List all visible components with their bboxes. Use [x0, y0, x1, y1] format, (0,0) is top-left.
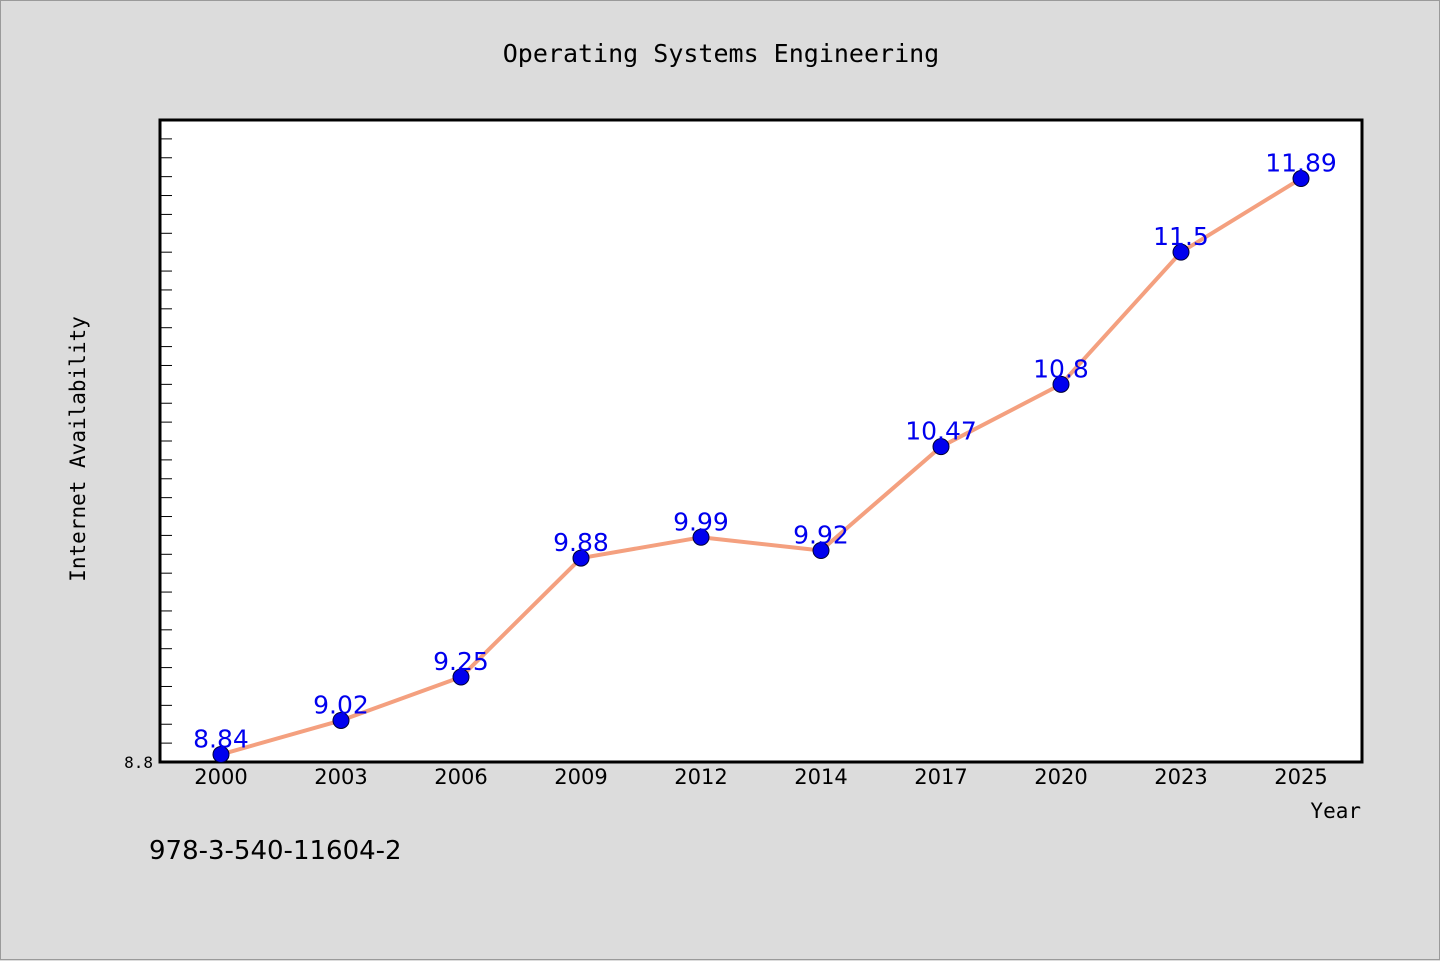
- data-point: [332, 711, 350, 729]
- x-tick-label: 2000: [194, 765, 247, 789]
- plot-area: [158, 118, 1364, 764]
- data-point: [452, 668, 470, 686]
- data-point: [932, 438, 950, 456]
- x-axis-tick-labels: 2000 2003 2006 2009 2012 2014 2017 2020 2023 2025: [194, 765, 1327, 789]
- y-axis-ticks: [160, 138, 172, 744]
- data-label: 11.89: [1265, 149, 1337, 178]
- isbn-footnote: 978-3-540-11604-2: [149, 836, 402, 866]
- data-label: 10.47: [905, 417, 977, 446]
- data-point: [572, 549, 590, 567]
- x-tick-label: 2006: [434, 765, 487, 789]
- chart-title: Operating Systems Engineering: [503, 39, 940, 68]
- data-point: [1292, 170, 1310, 188]
- x-tick-label: 2009: [554, 765, 607, 789]
- markers-group: [212, 170, 1310, 763]
- x-tick-label: 2025: [1274, 765, 1327, 789]
- data-point: [812, 542, 830, 560]
- data-label: 9.02: [313, 690, 369, 719]
- data-label: 10.8: [1033, 354, 1089, 383]
- x-tick-label: 2012: [674, 765, 727, 789]
- series-line: [219, 176, 1303, 757]
- x-tick-label: 2023: [1154, 765, 1207, 789]
- data-point: [692, 528, 710, 546]
- data-label: 8.84: [193, 724, 249, 753]
- x-axis-title: Year: [1310, 799, 1361, 823]
- series-group: [219, 176, 1303, 757]
- data-label: 11.5: [1153, 222, 1209, 251]
- y-axis-title: Internet Availability: [66, 316, 90, 582]
- data-label: 9.88: [553, 528, 609, 557]
- x-tick-label: 2020: [1034, 765, 1087, 789]
- x-tick-label: 2017: [914, 765, 967, 789]
- data-point: [1172, 243, 1190, 261]
- y-tick-label: 8.8: [124, 753, 153, 772]
- x-tick-label: 2003: [314, 765, 367, 789]
- data-label: 9.92: [793, 521, 849, 550]
- data-labels-group: 8.84 9.02 9.25 9.88 9.99 9.92 10.47 10.8 11.5 11.…: [193, 149, 1337, 754]
- data-label: 9.25: [433, 647, 489, 676]
- data-point: [1052, 375, 1070, 393]
- y-axis-tick-labels: 8.8: [124, 753, 153, 772]
- data-point: [212, 745, 230, 763]
- x-tick-label: 2014: [794, 765, 847, 789]
- data-label: 9.99: [673, 507, 729, 536]
